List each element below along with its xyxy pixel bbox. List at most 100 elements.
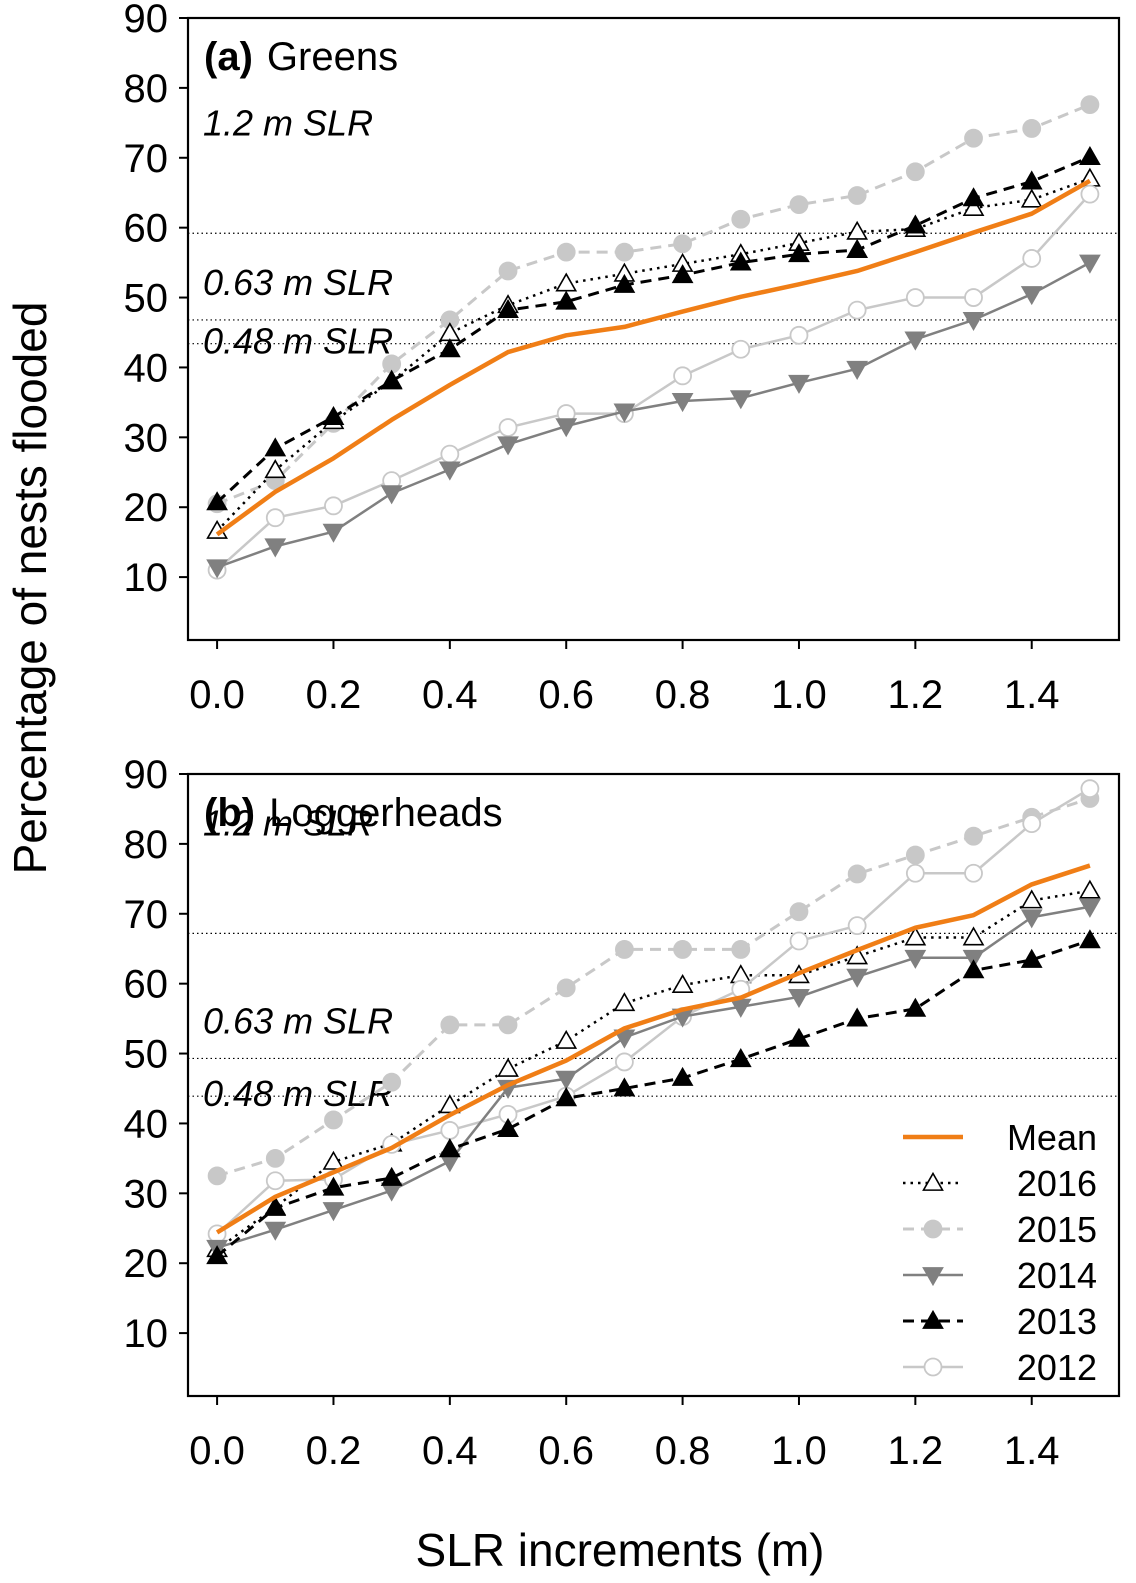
series-2013	[206, 929, 1101, 1265]
point-2012	[731, 339, 751, 359]
series-line-2013	[216, 155, 1091, 504]
legend-entry-mean: Mean	[903, 1117, 1097, 1158]
point-2016	[846, 945, 869, 965]
point-2013	[729, 251, 752, 271]
point-2012	[789, 931, 809, 951]
point-2014	[613, 403, 636, 423]
legend-marker	[923, 1357, 943, 1377]
point-2015	[265, 1148, 285, 1168]
point-2013	[264, 1196, 287, 1216]
point-2013	[962, 959, 985, 979]
y-tick-label: 50	[124, 277, 169, 321]
point-2013	[555, 290, 578, 310]
ref-label-0-63-m-slr: 0.63 m SLR	[203, 262, 393, 303]
point-2013	[846, 1007, 869, 1027]
panel-letter: (b)	[204, 791, 255, 835]
point-2013	[962, 187, 985, 207]
legend-marker	[922, 1267, 944, 1287]
x-tick-label: 1.4	[1004, 1429, 1060, 1473]
point-2016	[962, 926, 985, 946]
point-2016	[264, 459, 287, 479]
panel-title: (b) Loggerheads	[204, 791, 503, 835]
point-2013	[788, 1027, 810, 1047]
point-2013	[1020, 170, 1043, 190]
point-2014	[962, 311, 985, 332]
ref-label-1-2-m-slr: 1.2 m SLR	[203, 102, 373, 143]
point-2014	[206, 559, 228, 579]
point-2012	[1022, 814, 1042, 834]
point-2013	[322, 1176, 345, 1196]
plot-frame	[186, 772, 1121, 1398]
point-2014	[497, 436, 519, 456]
point-2016	[1020, 889, 1043, 909]
point-2012	[1080, 184, 1100, 204]
point-2014	[904, 949, 927, 969]
series-line-2015	[216, 797, 1091, 1178]
x-tick-label: 0.6	[538, 1429, 594, 1473]
legend-entry-2014: 2014	[903, 1255, 1097, 1296]
point-2014	[555, 1070, 578, 1090]
point-2014	[788, 374, 810, 394]
legend-entry-2015: 2015	[903, 1209, 1097, 1250]
point-2016	[613, 992, 636, 1012]
series-mean	[215, 863, 1091, 1235]
point-2012	[324, 496, 343, 516]
ref-label-0-48-m-slr: 0.48 m SLR	[203, 321, 393, 362]
point-2016	[1079, 879, 1101, 899]
point-2015	[615, 242, 634, 262]
legend-entry-2013: 2013	[903, 1301, 1097, 1342]
point-2012	[847, 916, 867, 936]
point-2014	[962, 949, 985, 969]
point-2014	[1079, 254, 1101, 274]
series-line-2016	[216, 889, 1091, 1251]
point-2012	[615, 1052, 634, 1072]
legend-label: 2013	[1017, 1301, 1097, 1342]
y-tick-label: 30	[124, 416, 169, 460]
y-tick-label: 20	[124, 1242, 169, 1286]
point-2012	[964, 863, 983, 883]
x-tick-label: 0.4	[422, 673, 478, 717]
point-2016	[671, 973, 694, 993]
y-tick-label: 40	[124, 346, 169, 390]
y-axis-title: Percentage of nests flooded	[4, 302, 56, 875]
legend-label: 2012	[1017, 1347, 1097, 1388]
point-2015	[1022, 119, 1042, 138]
y-tick-label: 90	[124, 753, 169, 797]
legend-label: 2016	[1017, 1163, 1097, 1204]
x-axis-title: SLR increments (m)	[416, 1524, 825, 1576]
point-2015	[673, 940, 692, 959]
point-2015	[731, 940, 751, 959]
point-2012	[673, 366, 692, 386]
point-2013	[438, 338, 461, 358]
y-tick-label: 80	[124, 823, 169, 867]
point-2012	[440, 444, 460, 464]
point-2014	[671, 393, 694, 413]
point-2016	[438, 1094, 461, 1114]
point-2012	[265, 508, 285, 528]
legend-entry-2012: 2012	[903, 1347, 1097, 1388]
point-2015	[556, 978, 576, 998]
panel-b-loggerheads: 10 20 30 40 50 60 70 80 90 0.0 0.2 0.4 0.6 0.8 1.0 1.2 1…	[124, 753, 1121, 1473]
point-2013	[1079, 145, 1101, 166]
x-tick-label: 1.2	[888, 1429, 944, 1473]
legend-marker	[922, 1171, 944, 1191]
point-2015	[905, 845, 925, 865]
y-tick-label: 20	[124, 486, 169, 530]
point-2014	[264, 1221, 287, 1241]
point-2016	[962, 196, 985, 217]
point-2015	[382, 1072, 402, 1092]
point-2014	[322, 523, 345, 543]
y-tick-label: 10	[124, 556, 169, 600]
plot-frame	[186, 16, 1121, 642]
point-2012	[1080, 779, 1100, 799]
x-tick-label: 0.4	[422, 1429, 478, 1473]
point-2015	[440, 1015, 460, 1035]
series-2015	[207, 789, 1100, 1186]
point-2013	[788, 243, 810, 263]
point-2013	[380, 369, 403, 389]
legend-label: Mean	[1007, 1117, 1097, 1158]
point-2016	[555, 1029, 578, 1049]
series-2014	[206, 254, 1101, 579]
point-2016	[497, 1057, 519, 1077]
